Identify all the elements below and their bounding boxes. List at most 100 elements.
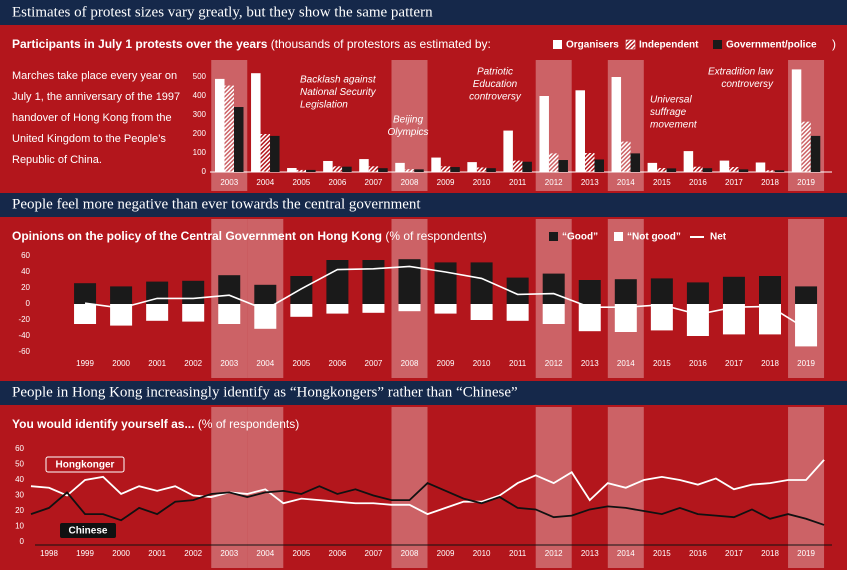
x-tick-label: 2019 [797, 178, 815, 187]
bar [791, 69, 802, 172]
x-tick-label: 2003 [220, 359, 238, 368]
y-tick-label: 20 [15, 506, 24, 515]
y-tick-label: -60 [18, 347, 30, 356]
x-tick-label: 2000 [112, 359, 130, 368]
x-tick-label: 2003 [220, 178, 238, 187]
bar [362, 260, 385, 304]
title: You would identify yourself as... [12, 417, 194, 431]
x-tick-label: 2017 [725, 178, 743, 187]
bar [503, 130, 513, 172]
x-tick-label: 2017 [725, 549, 743, 558]
bar [404, 169, 415, 172]
bar [686, 304, 709, 336]
bar [218, 275, 241, 304]
y-tick-label: 40 [21, 267, 30, 276]
x-tick-label: 2009 [437, 549, 455, 558]
bar [296, 169, 307, 172]
y-tick-label: 40 [15, 475, 24, 484]
legend-label: Independent [639, 40, 699, 51]
bar [765, 170, 775, 172]
bar [290, 276, 313, 304]
bar [722, 276, 745, 304]
x-tick-label: 2009 [437, 359, 455, 368]
legend-label: Government/police [726, 40, 817, 51]
x-tick-label: 2016 [689, 359, 707, 368]
bar [575, 90, 585, 172]
bar [251, 73, 261, 172]
subtitle-close: ) [832, 37, 836, 51]
x-tick-label: 2014 [617, 549, 635, 558]
series-line [30, 459, 825, 516]
annotation: controversy [469, 92, 522, 103]
bar [585, 153, 595, 172]
x-tick-label: 2011 [509, 178, 527, 187]
bar [683, 151, 694, 172]
bar [270, 135, 280, 172]
x-tick-label: 2010 [473, 178, 491, 187]
x-tick-label: 2016 [689, 178, 707, 187]
bar [542, 273, 565, 304]
annotation: Legislation [300, 100, 348, 111]
bar [539, 96, 549, 172]
section-heading: Estimates of protest sizes vary greatly,… [12, 4, 433, 20]
annotation: Extradition law [708, 67, 774, 78]
x-tick-label: 2006 [329, 359, 347, 368]
annotation: suffrage [650, 107, 687, 118]
annotation: Universal [650, 95, 692, 106]
bar [719, 160, 730, 172]
bar [110, 286, 133, 304]
y-tick-label: 30 [15, 491, 24, 500]
legend-label: Net [710, 232, 727, 243]
x-tick-label: 2013 [581, 359, 599, 368]
bar [759, 276, 781, 304]
legend-label: Organisers [566, 40, 619, 51]
bar [414, 169, 424, 172]
bar [254, 304, 277, 329]
x-tick-label: 2013 [581, 178, 599, 187]
bar [368, 166, 379, 172]
annotation: Patriotic [477, 67, 513, 78]
bar [476, 167, 487, 172]
x-tick-label: 1999 [76, 359, 94, 368]
x-tick-label: 2005 [292, 549, 310, 558]
y-tick-label: -40 [18, 331, 30, 340]
chart-title: Participants in July 1 protests over the… [12, 37, 491, 51]
x-tick-label: 2002 [184, 549, 202, 558]
bar [326, 304, 349, 314]
y-tick-label: 20 [21, 283, 30, 292]
bar [398, 304, 421, 312]
x-tick-label: 2013 [581, 549, 599, 558]
bar [467, 162, 477, 172]
x-tick-label: 2016 [689, 549, 707, 558]
y-tick-label: 500 [193, 72, 207, 81]
legend-swatch [625, 39, 636, 50]
x-tick-label: 2019 [797, 359, 815, 368]
x-tick-label: 2012 [545, 359, 563, 368]
bar [506, 277, 529, 304]
x-tick-label: 1998 [40, 549, 58, 558]
bar [431, 157, 441, 172]
bar [522, 161, 532, 172]
y-tick-label: 50 [15, 460, 24, 469]
legend-swatch [553, 40, 562, 49]
annotation: Beijing [393, 115, 423, 126]
x-tick-label: 2011 [509, 549, 527, 558]
bar [326, 260, 349, 304]
bar [450, 167, 460, 172]
x-tick-label: 2007 [365, 359, 383, 368]
bar [558, 160, 568, 172]
bar [755, 162, 766, 172]
bar [234, 107, 244, 172]
bar [395, 162, 405, 172]
y-tick-label: 0 [26, 299, 31, 308]
bar [774, 170, 785, 172]
x-tick-label: 2004 [256, 359, 274, 368]
bar [434, 304, 457, 314]
bar [611, 77, 622, 172]
x-tick-label: 2008 [401, 549, 419, 558]
x-tick-label: 2015 [653, 549, 671, 558]
bar [657, 168, 667, 172]
x-tick-label: 1999 [76, 549, 94, 558]
bar [486, 168, 496, 172]
